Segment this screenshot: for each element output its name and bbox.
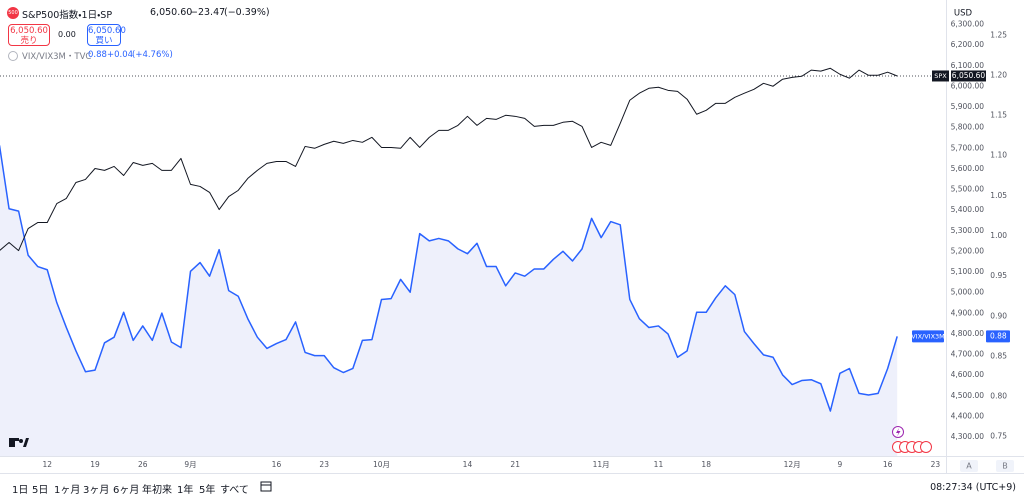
y2-tick-label: 1.05 [990, 191, 1007, 200]
clock: 08:27:34 (UTC+9) [930, 482, 1016, 493]
auto-scale-label[interactable]: A [966, 462, 972, 471]
y-tick-label: 4,300.00 [951, 432, 985, 441]
buy-button[interactable]: 6,050.60 買い [87, 24, 126, 46]
price-change-pct: (−0.39%) [224, 7, 270, 18]
x-tick-label: 16 [883, 460, 893, 469]
range-button[interactable]: 1年 [177, 485, 194, 496]
spread: 0.00 [58, 30, 76, 39]
line [0, 145, 898, 412]
y-tick-label: 6,300.00 [951, 20, 985, 29]
buy-price: 6,050.60 [88, 26, 126, 36]
range-button[interactable]: 年初来 [142, 485, 172, 496]
y-tick-label: 5,300.00 [951, 226, 985, 235]
y-tick-label: 5,500.00 [951, 185, 985, 194]
sell-label: 売り [20, 36, 38, 46]
range-button[interactable]: 6ヶ月 [113, 485, 140, 496]
y-tick-label: 5,600.00 [951, 164, 985, 173]
currency-label[interactable]: USD [954, 9, 973, 19]
x-tick-label: 23 [319, 460, 329, 469]
sell-price: 6,050.60 [10, 26, 48, 36]
y2-tick-label: 1.15 [990, 111, 1007, 120]
last-value-box [951, 70, 986, 82]
y-tick-label: 5,200.00 [951, 246, 985, 255]
sell-button[interactable]: 6,050.60 売り [8, 24, 50, 46]
overlay-change-pct: (+4.76%) [132, 50, 173, 60]
x-tick-label: 12月 [784, 460, 801, 469]
area [0, 148, 898, 456]
y2-tick-label: 0.95 [990, 271, 1007, 280]
y-tick-label: 5,000.00 [951, 288, 985, 297]
x-tick-label: 21 [510, 460, 520, 469]
y-tick-label: 4,700.00 [951, 350, 985, 359]
y2-tick-label: 1.20 [990, 70, 1007, 79]
x-tick-label: 14 [463, 460, 473, 469]
y-tick-label: 4,900.00 [951, 308, 985, 317]
log-scale-label[interactable]: B [1002, 462, 1008, 471]
range-button[interactable]: 1日 [12, 485, 29, 496]
series-tag-name: VIX/VIX3M [911, 332, 945, 340]
y2-tick-label: 0.85 [990, 351, 1007, 360]
x-tick-label: 18 [701, 460, 711, 469]
y-tick-label: 6,200.00 [951, 40, 985, 49]
line [0, 67, 898, 252]
log-scale-button[interactable] [996, 460, 1014, 472]
price-change: −23.47 [190, 7, 226, 18]
y-tick-label: 6,100.00 [951, 61, 985, 70]
overlay-icon[interactable] [8, 51, 18, 61]
y-tick-label: 5,700.00 [951, 143, 985, 152]
x-tick-label: 26 [138, 460, 148, 469]
range-button[interactable]: 3ヶ月 [83, 485, 110, 496]
overlay-symbol[interactable]: VIX/VIX3M・TVC [22, 52, 92, 62]
y-tick-label: 6,000.00 [951, 81, 985, 90]
x-tick-label: 23 [931, 460, 941, 469]
x-tick-label: 11 [654, 460, 664, 469]
x-tick-label: 9月 [184, 460, 196, 469]
event-icons [892, 426, 932, 453]
range-button[interactable]: すべて [220, 485, 249, 496]
y-tick-label: 4,400.00 [951, 411, 985, 420]
logo [9, 438, 29, 447]
y2-tick-label: 1.10 [990, 151, 1007, 160]
auto-scale-button[interactable] [960, 460, 978, 472]
plot-area [0, 67, 946, 456]
x-tick-label: 12 [42, 460, 52, 469]
x-tick-label: 10月 [373, 460, 390, 469]
y2-tick-label: 1.25 [990, 30, 1007, 39]
y-tick-label: 4,600.00 [951, 370, 985, 379]
series-tag [912, 330, 944, 343]
y2-tick-label: 1.00 [990, 231, 1007, 240]
y2-tick-label: 0.75 [990, 432, 1007, 441]
y-tick-label: 5,100.00 [951, 267, 985, 276]
series-tag [932, 70, 949, 82]
date-range-icon[interactable] [260, 481, 272, 492]
y-tick-label: 5,900.00 [951, 102, 985, 111]
symbol-badge: 500 [7, 7, 19, 19]
x-tick-label: 11月 [593, 460, 610, 469]
last-value-box [986, 330, 1010, 343]
range-button[interactable]: 5日 [32, 485, 49, 496]
last-value-label: 6,050.60 [952, 71, 986, 80]
y-tick-label: 4,800.00 [951, 329, 985, 338]
y2-tick-label: 0.80 [990, 392, 1007, 401]
y-tick-label: 5,400.00 [951, 205, 985, 214]
last-price: 6,050.60 [150, 7, 193, 18]
x-tick-label: 19 [90, 460, 100, 469]
symbol-title[interactable]: S&P500指数・1日・SP [22, 10, 113, 21]
y-tick-label: 5,800.00 [951, 123, 985, 132]
x-tick-label: 16 [272, 460, 282, 469]
overlay-change: +0.04 [107, 50, 134, 60]
x-tick-label: 9 [838, 460, 843, 469]
range-button[interactable]: 5年 [199, 485, 216, 496]
last-value-label: 0.88 [990, 331, 1007, 340]
overlay-price: 0.88 [88, 50, 107, 60]
y2-tick-label: 0.90 [990, 311, 1007, 320]
range-button[interactable]: 1ヶ月 [54, 485, 81, 496]
buy-label: 買い [95, 36, 113, 46]
y-tick-label: 4,500.00 [951, 391, 985, 400]
series-tag-name: SPX [934, 72, 947, 80]
